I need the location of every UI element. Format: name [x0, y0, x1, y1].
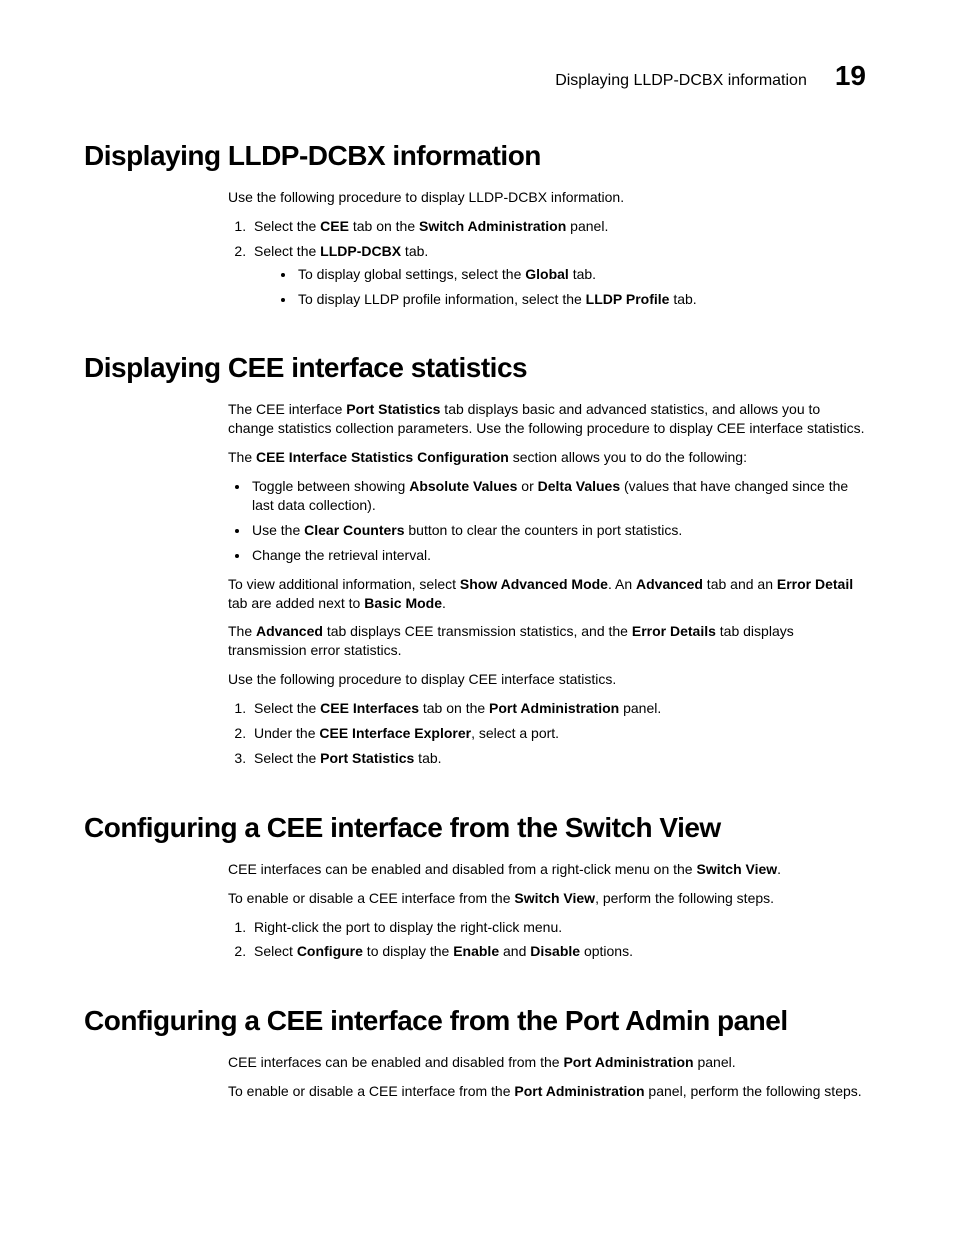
running-header: Displaying LLDP-DCBX information 19: [84, 60, 866, 92]
intro-text: Use the following procedure to display L…: [228, 188, 866, 207]
bullet-item: To display global settings, select the G…: [296, 265, 866, 284]
step-list: Select the CEE tab on the Switch Adminis…: [228, 217, 866, 309]
bullet-list: Toggle between showing Absolute Values o…: [228, 477, 866, 565]
section-heading: Displaying LLDP-DCBX information: [84, 140, 866, 172]
paragraph: To view additional information, select S…: [228, 575, 866, 613]
section-heading: Configuring a CEE interface from the Por…: [84, 1005, 866, 1037]
running-title: Displaying LLDP-DCBX information: [555, 72, 807, 90]
section-body: CEE interfaces can be enabled and disabl…: [228, 1053, 866, 1101]
step-list: Right-click the port to display the righ…: [228, 918, 866, 962]
paragraph: The Advanced tab displays CEE transmissi…: [228, 622, 866, 660]
paragraph: CEE interfaces can be enabled and disabl…: [228, 860, 866, 879]
section-heading: Configuring a CEE interface from the Swi…: [84, 812, 866, 844]
step-item: Select the CEE tab on the Switch Adminis…: [250, 217, 866, 236]
paragraph: The CEE interface Port Statistics tab di…: [228, 400, 866, 438]
step-item: Select Configure to display the Enable a…: [250, 942, 866, 961]
section-heading: Displaying CEE interface statistics: [84, 352, 866, 384]
bullet-item: Toggle between showing Absolute Values o…: [250, 477, 866, 515]
section-body: The CEE interface Port Statistics tab di…: [228, 400, 866, 767]
sub-bullet-list: To display global settings, select the G…: [254, 265, 866, 309]
paragraph: To enable or disable a CEE interface fro…: [228, 1082, 866, 1101]
section-body: CEE interfaces can be enabled and disabl…: [228, 860, 866, 962]
paragraph: Use the following procedure to display C…: [228, 670, 866, 689]
step-item: Select the Port Statistics tab.: [250, 749, 866, 768]
chapter-number: 19: [835, 60, 866, 92]
page: Displaying LLDP-DCBX information 19 Disp…: [0, 0, 954, 1235]
step-item: Under the CEE Interface Explorer, select…: [250, 724, 866, 743]
step-item: Select the CEE Interfaces tab on the Por…: [250, 699, 866, 718]
step-item: Select the LLDP-DCBX tab. To display glo…: [250, 242, 866, 309]
section-body: Use the following procedure to display L…: [228, 188, 866, 308]
bullet-item: To display LLDP profile information, sel…: [296, 290, 866, 309]
bullet-item: Use the Clear Counters button to clear t…: [250, 521, 866, 540]
step-list: Select the CEE Interfaces tab on the Por…: [228, 699, 866, 768]
bullet-item: Change the retrieval interval.: [250, 546, 866, 565]
paragraph: CEE interfaces can be enabled and disabl…: [228, 1053, 866, 1072]
paragraph: To enable or disable a CEE interface fro…: [228, 889, 866, 908]
paragraph: The CEE Interface Statistics Configurati…: [228, 448, 866, 467]
step-item: Right-click the port to display the righ…: [250, 918, 866, 937]
